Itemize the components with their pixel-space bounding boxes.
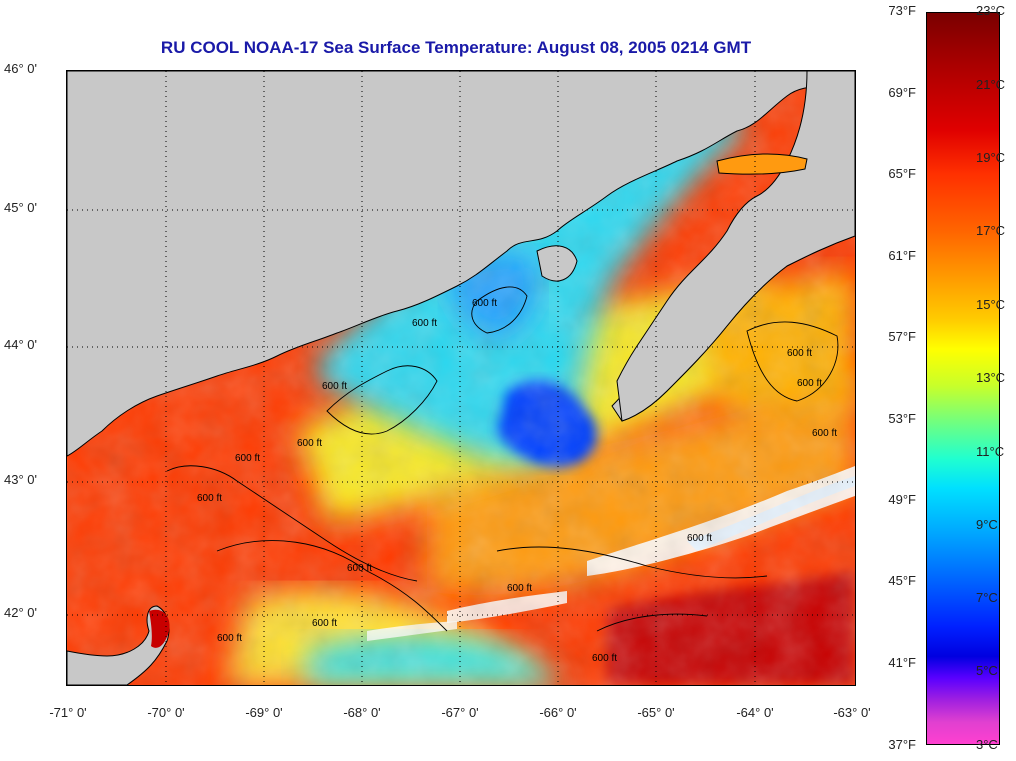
colorbar-f-label: 41°F xyxy=(888,655,916,670)
sst-map: 600 ft 600 ft 600 ft 600 ft 600 ft 600 f… xyxy=(66,70,856,686)
land-masses xyxy=(67,71,855,685)
colorbar-f-label: 61°F xyxy=(888,248,916,263)
temperature-colorbar xyxy=(926,12,1000,745)
svg-text:600 ft: 600 ft xyxy=(322,381,347,392)
svg-text:600 ft: 600 ft xyxy=(787,348,812,359)
lon-label-63: -63° 0' xyxy=(833,705,871,720)
svg-text:600 ft: 600 ft xyxy=(197,493,222,504)
svg-text:600 ft: 600 ft xyxy=(297,438,322,449)
lat-label-44: 44° 0' xyxy=(4,337,37,352)
colorbar-f-label: 69°F xyxy=(888,85,916,100)
svg-text:600 ft: 600 ft xyxy=(412,318,437,329)
colorbar-c-label: 23°C xyxy=(976,3,1006,18)
lon-label-66: -66° 0' xyxy=(539,705,577,720)
lon-label-68: -68° 0' xyxy=(343,705,381,720)
lat-label-45: 45° 0' xyxy=(4,200,37,215)
map-title: RU COOL NOAA-17 Sea Surface Temperature:… xyxy=(160,38,752,57)
colorbar-f-label: 73°F xyxy=(888,3,916,18)
colorbar-f-label: 49°F xyxy=(888,492,916,507)
lon-label-65: -65° 0' xyxy=(637,705,675,720)
colorbar-c-label: 13°C xyxy=(976,370,1006,385)
svg-text:600 ft: 600 ft xyxy=(507,583,532,594)
svg-text:600 ft: 600 ft xyxy=(797,378,822,389)
colorbar-c-label: 9°C xyxy=(976,517,998,532)
colorbar-f-label: 65°F xyxy=(888,166,916,181)
colorbar-f-label: 37°F xyxy=(888,737,916,752)
colorbar-c-label: 11°C xyxy=(976,444,1005,459)
colorbar-c-label: 21°C xyxy=(976,77,1006,92)
lon-label-64: -64° 0' xyxy=(736,705,774,720)
colorbar-c-label: 7°C xyxy=(976,590,998,605)
svg-text:600 ft: 600 ft xyxy=(235,453,260,464)
svg-text:600 ft: 600 ft xyxy=(347,563,372,574)
bathymetry-contours xyxy=(166,286,839,632)
colorbar-c-label: 3°C xyxy=(976,737,998,752)
svg-text:600 ft: 600 ft xyxy=(812,428,837,439)
svg-text:600 ft: 600 ft xyxy=(687,533,712,544)
lat-label-42: 42° 0' xyxy=(4,605,37,620)
colorbar-c-label: 17°C xyxy=(976,223,1006,238)
lon-label-71: -71° 0' xyxy=(49,705,87,720)
colorbar-f-label: 45°F xyxy=(888,573,916,588)
lon-label-69: -69° 0' xyxy=(245,705,283,720)
colorbar-c-label: 15°C xyxy=(976,297,1006,312)
colorbar-f-label: 53°F xyxy=(888,411,916,426)
svg-text:600 ft: 600 ft xyxy=(472,298,497,309)
contour-labels: 600 ft 600 ft 600 ft 600 ft 600 ft 600 f… xyxy=(197,298,837,664)
svg-text:600 ft: 600 ft xyxy=(217,633,242,644)
colorbar-c-label: 5°C xyxy=(976,663,998,678)
lon-label-67: -67° 0' xyxy=(441,705,479,720)
sst-map-svg: 600 ft 600 ft 600 ft 600 ft 600 ft 600 f… xyxy=(67,71,855,685)
lon-label-70: -70° 0' xyxy=(147,705,185,720)
colorbar-f-label: 57°F xyxy=(888,329,916,344)
svg-text:600 ft: 600 ft xyxy=(312,618,337,629)
lat-label-43: 43° 0' xyxy=(4,472,37,487)
svg-text:600 ft: 600 ft xyxy=(592,653,617,664)
colorbar-c-label: 19°C xyxy=(976,150,1006,165)
lat-label-46: 46° 0' xyxy=(4,61,37,76)
